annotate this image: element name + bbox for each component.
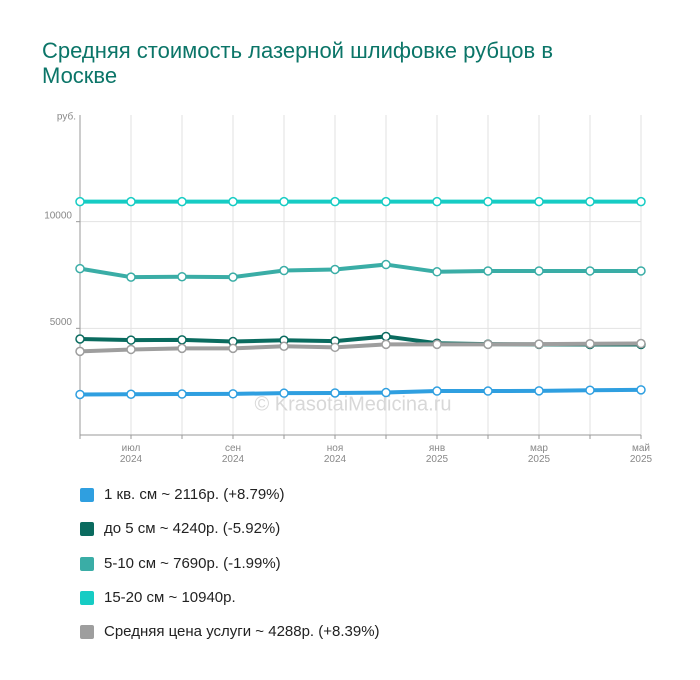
data-point bbox=[177, 196, 187, 207]
x-tick-label: ноя 2024 bbox=[323, 443, 347, 465]
data-point bbox=[585, 338, 595, 349]
legend-label: 1 кв. см ~ 2116р. (+8.79%) bbox=[104, 486, 285, 503]
data-point bbox=[330, 388, 340, 398]
data-point bbox=[75, 346, 85, 357]
data-point bbox=[177, 389, 187, 399]
legend-swatch bbox=[80, 556, 94, 571]
data-point bbox=[279, 388, 289, 398]
x-tick-label: мар 2025 bbox=[527, 443, 551, 465]
x-tick-label: май 2025 bbox=[629, 443, 653, 465]
data-point bbox=[483, 266, 493, 276]
data-point bbox=[75, 334, 85, 344]
data-point bbox=[126, 344, 136, 355]
y-tick-label: 5000 bbox=[50, 317, 73, 328]
legend-swatch bbox=[80, 625, 94, 640]
data-point bbox=[279, 196, 289, 207]
data-point bbox=[585, 385, 595, 395]
data-point bbox=[585, 266, 595, 276]
data-point bbox=[381, 196, 391, 207]
series-line bbox=[79, 341, 642, 354]
x-tick-label: сен 2024 bbox=[221, 443, 245, 465]
data-point bbox=[381, 259, 391, 270]
data-point bbox=[585, 196, 595, 207]
legend-swatch bbox=[80, 522, 94, 537]
data-point bbox=[228, 196, 238, 207]
data-point bbox=[75, 196, 85, 207]
data-point bbox=[534, 266, 544, 276]
data-point bbox=[228, 389, 238, 399]
data-point bbox=[228, 272, 238, 282]
data-point bbox=[330, 342, 340, 353]
legend-swatch bbox=[80, 488, 94, 502]
data-point bbox=[636, 196, 646, 207]
data-point bbox=[126, 272, 136, 282]
y-tick-label: 10000 bbox=[44, 210, 72, 221]
data-point bbox=[126, 335, 136, 345]
data-point bbox=[534, 196, 544, 207]
watermark: © KrasotaiMedicina.ru bbox=[254, 393, 451, 415]
data-point bbox=[177, 343, 187, 354]
chart-title: Средняя стоимость лазерной шлифовке рубц… bbox=[42, 38, 554, 88]
data-point bbox=[381, 331, 391, 342]
data-point bbox=[279, 265, 289, 276]
data-point bbox=[534, 386, 544, 396]
data-point bbox=[483, 196, 493, 207]
data-point bbox=[75, 263, 85, 274]
data-point bbox=[279, 341, 289, 352]
data-point bbox=[330, 264, 340, 275]
data-point bbox=[432, 386, 442, 396]
data-point bbox=[432, 267, 442, 277]
data-point bbox=[228, 343, 238, 354]
data-point bbox=[177, 271, 187, 282]
legend-swatch bbox=[80, 590, 94, 605]
data-point bbox=[126, 389, 136, 400]
data-point bbox=[126, 196, 136, 207]
x-tick-label: июл 2024 bbox=[119, 443, 143, 465]
series-line bbox=[79, 262, 641, 280]
legend-label: 15-20 см ~ 10940р. bbox=[104, 588, 236, 606]
x-tick-label: янв 2025 bbox=[425, 443, 449, 465]
y-axis-label: руб. bbox=[57, 111, 76, 123]
data-point bbox=[381, 339, 391, 350]
data-point bbox=[636, 385, 646, 395]
legend-label: 5-10 см ~ 7690р. (-1.99%) bbox=[104, 554, 281, 572]
data-point bbox=[330, 196, 340, 207]
legend-label: Средняя цена услуги ~ 4288р. (+8.39%) bbox=[104, 623, 380, 641]
data-point bbox=[177, 335, 187, 345]
legend-label: до 5 см ~ 4240р. (-5.92%) bbox=[104, 520, 281, 538]
data-point bbox=[534, 339, 544, 349]
series-line bbox=[79, 387, 642, 397]
data-point bbox=[432, 339, 442, 350]
data-point bbox=[636, 338, 646, 349]
data-point bbox=[75, 389, 85, 400]
data-point bbox=[483, 339, 493, 350]
data-point bbox=[483, 386, 493, 396]
data-point bbox=[636, 266, 646, 276]
data-point bbox=[381, 387, 391, 398]
data-point bbox=[432, 196, 442, 207]
